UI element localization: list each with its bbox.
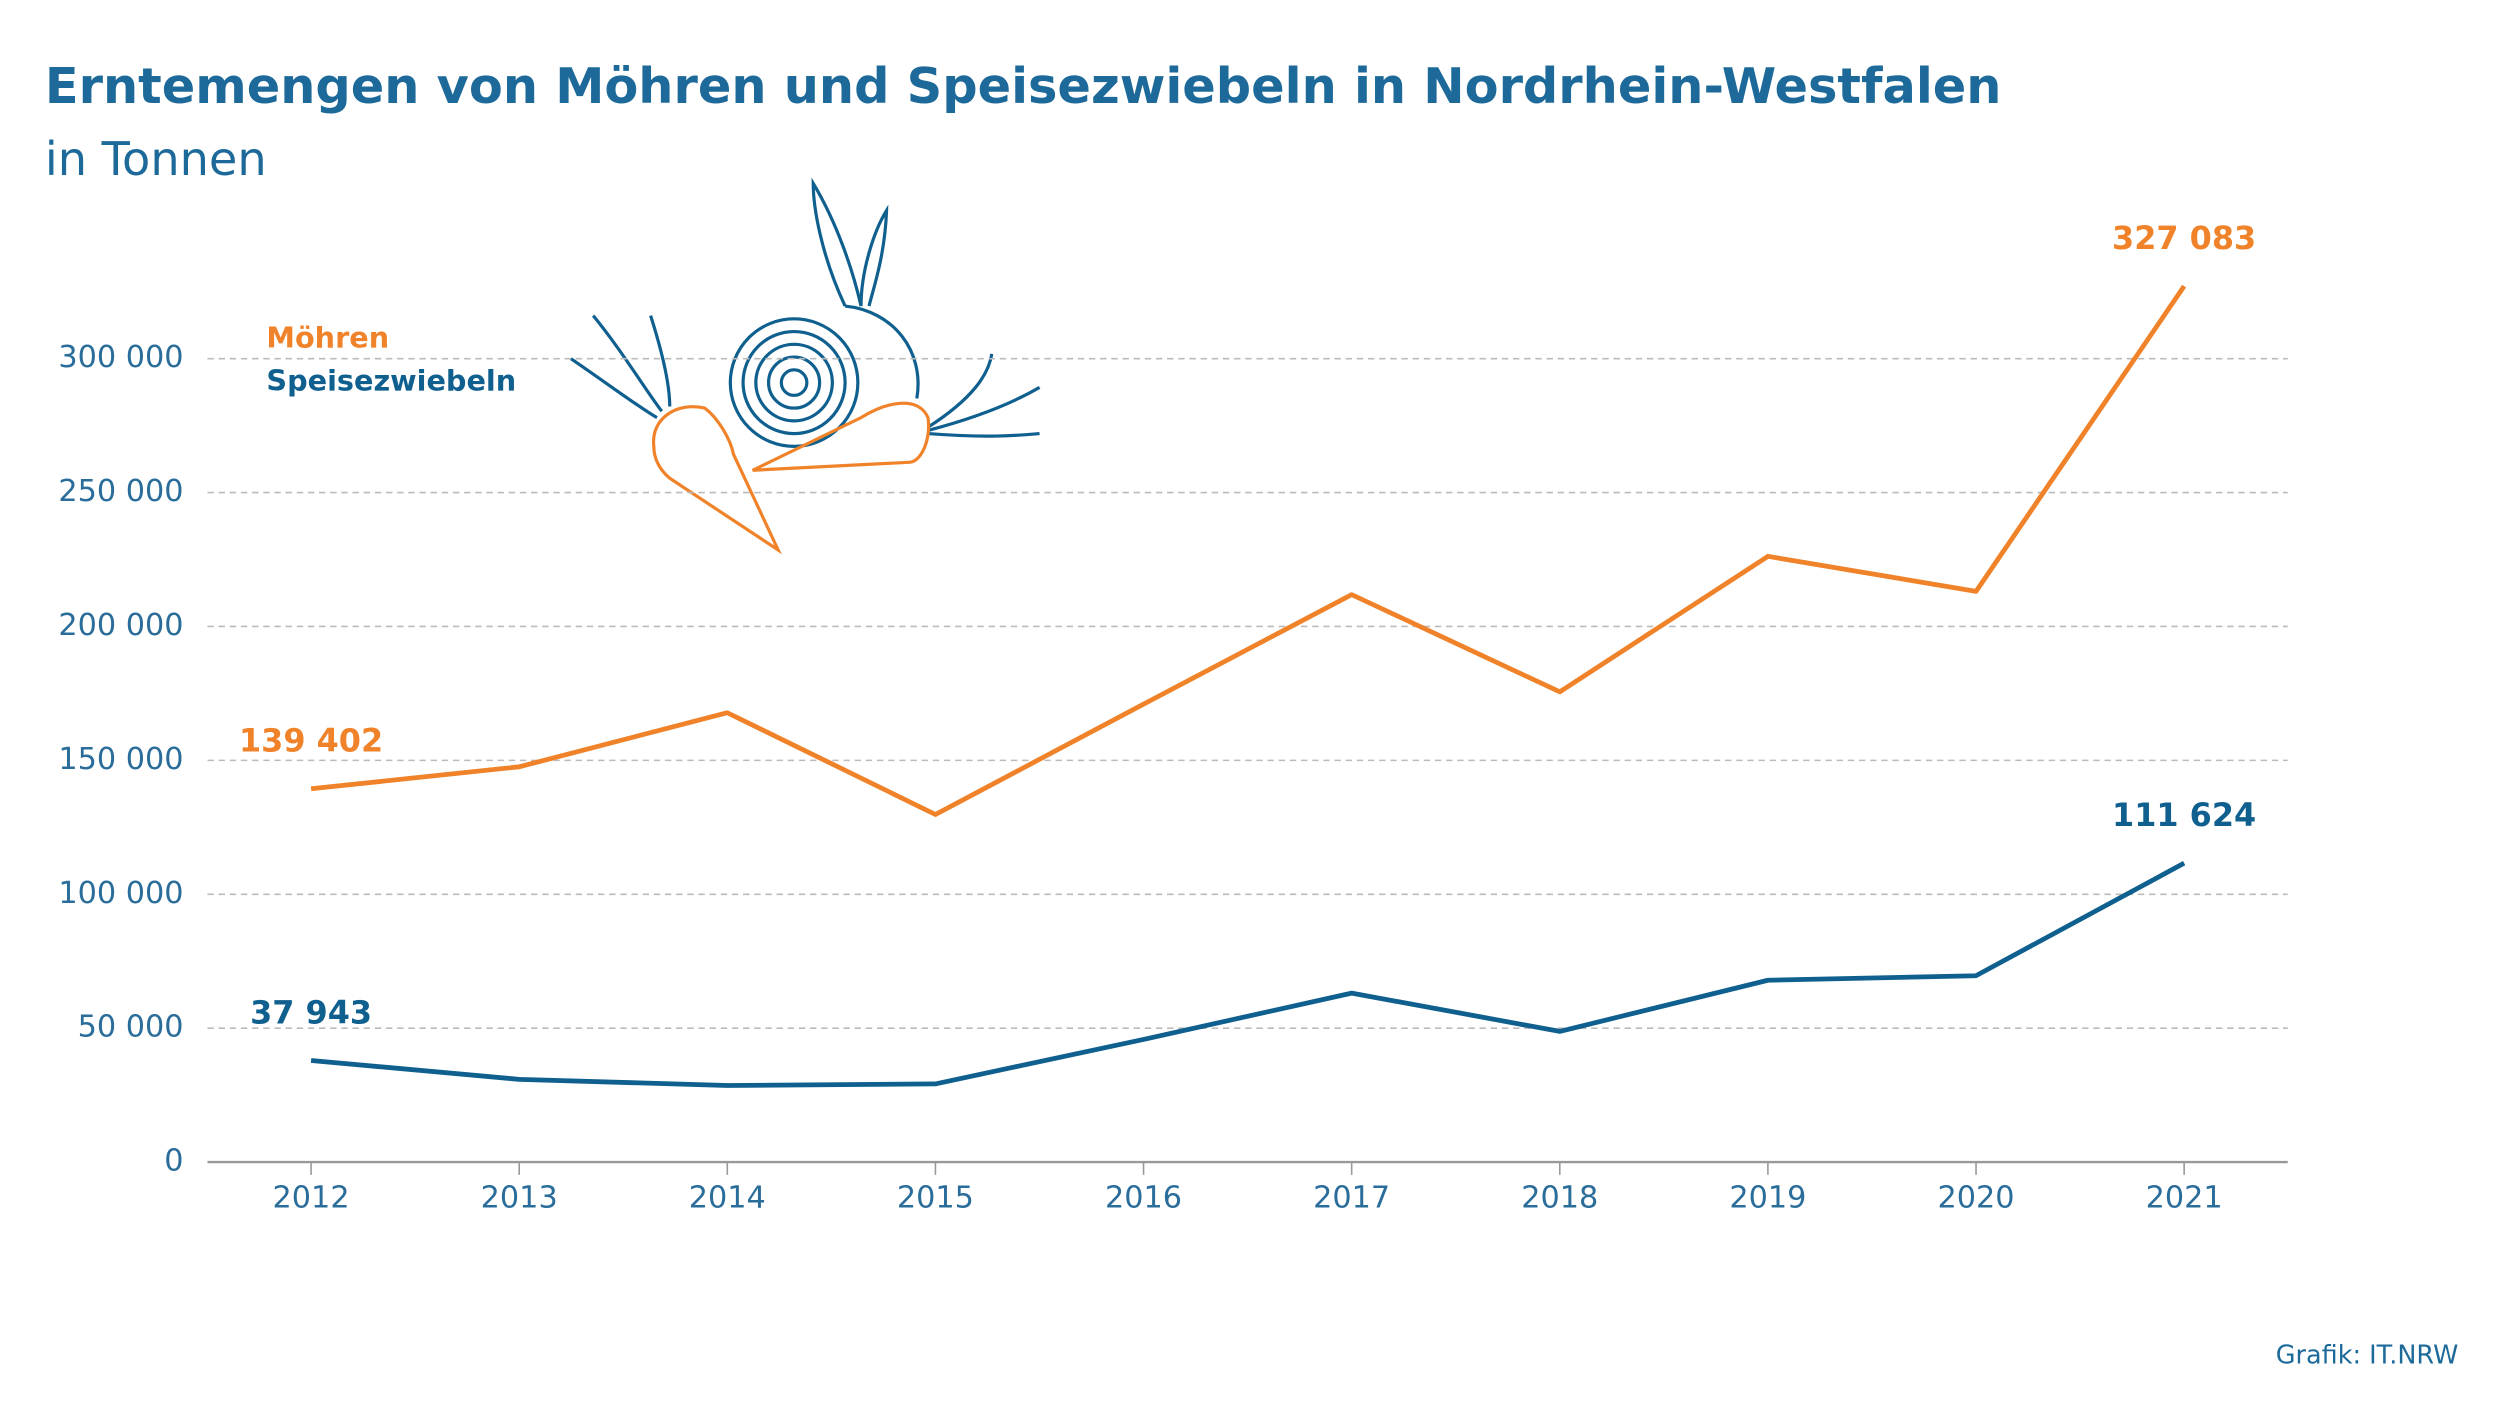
chart-title: Erntemengen von Möhren und Speisezwiebel… — [45, 57, 2002, 115]
data-label: 139 402 — [239, 722, 383, 760]
x-tick-label: 2013 — [481, 1180, 558, 1215]
y-tick-label: 0 — [164, 1144, 183, 1179]
data-label: 37 943 — [250, 993, 372, 1031]
x-tick-label: 2019 — [1729, 1180, 1806, 1215]
chart-subtitle: in Tonnen — [45, 132, 267, 186]
data-label: 327 083 — [2112, 219, 2256, 257]
x-tick-label: 2018 — [1521, 1180, 1598, 1215]
x-tick-label: 2014 — [689, 1180, 766, 1215]
y-tick-label: 250 000 — [58, 474, 183, 509]
y-tick-label: 300 000 — [58, 340, 183, 375]
series-line — [310, 284, 2187, 817]
y-tick-label: 100 000 — [58, 876, 183, 911]
y-tick-label: 50 000 — [78, 1010, 184, 1045]
x-tick-label: 2021 — [2146, 1180, 2223, 1215]
x-tick-label: 2015 — [897, 1180, 974, 1215]
x-tick-label: 2012 — [273, 1180, 350, 1215]
series-line — [310, 861, 2186, 1088]
x-tick-label: 2016 — [1105, 1180, 1182, 1215]
y-tick-label: 150 000 — [58, 742, 183, 777]
y-tick-label: 200 000 — [58, 608, 183, 643]
x-tick-label: 2020 — [1938, 1180, 2015, 1215]
legend-label: Speisezwiebeln — [266, 364, 516, 398]
illustration — [570, 177, 1041, 555]
x-tick-label: 2017 — [1313, 1180, 1390, 1215]
legend-label: Möhren — [266, 321, 389, 355]
data-label: 111 624 — [2112, 796, 2256, 834]
source: Grafik: IT.NRW — [2276, 1341, 2459, 1371]
